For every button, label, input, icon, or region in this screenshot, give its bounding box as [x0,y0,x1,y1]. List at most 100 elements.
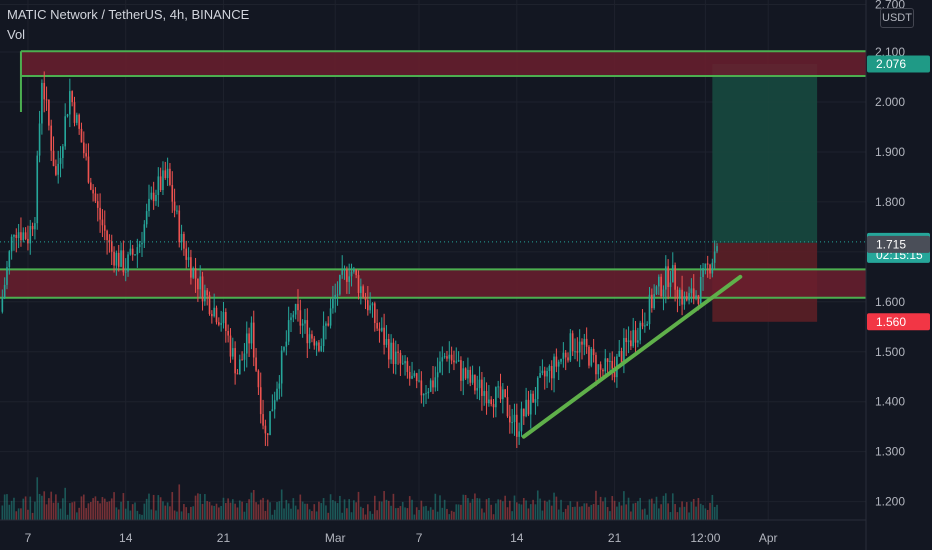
candle-body [236,373,239,375]
candle-body [255,357,257,371]
volume-bar [285,499,288,520]
volume-bar [392,493,395,520]
time-tick-label: 21 [608,531,622,545]
candle-body [581,341,583,345]
volume-indicator-label[interactable]: Vol [7,27,26,42]
candle-body [364,296,367,301]
volume-bar [674,504,676,520]
volume-bar [671,493,674,520]
candle-body [199,276,202,290]
candle-body [692,288,695,299]
volume-bar [190,506,192,520]
candle-body [411,375,413,379]
volume-bar [548,499,551,520]
candle-body [716,246,718,252]
volume-bar [129,510,132,520]
candle-body [150,192,153,199]
volume-bar [346,508,348,520]
volume-bar [57,502,60,520]
candle-body [208,295,211,314]
volume-bar [334,501,337,520]
candle-body [383,327,385,345]
candle-body [532,393,534,403]
candle-body [713,251,716,263]
candle-body [190,257,192,278]
volume-bar [1,505,4,520]
candle-body [362,286,364,297]
price-tag-label: 1.560 [876,315,906,329]
price-tag-level[interactable] [867,235,930,253]
volume-bar [574,506,576,520]
candle-body [120,250,122,267]
currency-label[interactable]: USDT [880,8,914,28]
price-tag-profit[interactable] [867,55,930,73]
candle-body [439,361,441,373]
candle-body [620,351,623,364]
volume-bar [529,504,532,520]
candle-body [176,210,178,212]
volume-bar [609,511,611,520]
volume-bar [24,496,27,520]
candle-body [299,310,302,326]
candle-body [357,275,360,293]
volume-bar [236,507,239,520]
candle-body [315,342,318,346]
symbol-title[interactable]: MATIC Network / TetherUS, 4h, BINANCE [7,7,250,22]
candle-body [664,266,667,290]
candle-body [353,269,355,272]
volume-bar [280,489,283,520]
volume-bar [436,511,439,520]
candle-body [488,399,490,404]
candle-body [218,322,220,325]
volume-bar [287,503,290,520]
candle-body [185,248,188,260]
candle-body [229,335,232,357]
price-axis[interactable] [866,0,932,550]
candle-body [483,391,486,396]
candle-body [320,346,323,351]
candle-body [548,365,551,371]
candle-body [630,340,632,347]
candle-body [234,348,236,374]
volume-bar [48,498,50,520]
volume-bar [201,503,204,520]
price-tag-label: 2.076 [876,57,906,71]
volume-bar [34,501,36,520]
candle-body [390,342,392,360]
candle-body [27,238,29,244]
price-tick-label: 1.200 [875,495,905,509]
volume-bar [266,499,269,520]
volume-bar [69,503,71,520]
candle-body [82,142,85,154]
volume-bar [499,499,502,520]
volume-bar [339,495,341,520]
trendline[interactable] [521,274,743,439]
candle-body [271,409,274,412]
volume-bar [518,503,520,520]
volume-bar [355,502,357,520]
volume-bar [78,507,80,520]
volume-bar [418,509,420,520]
price-tag-loss[interactable] [867,313,930,331]
candle-body [585,338,588,347]
candle-body [432,380,434,388]
volume-bar [716,504,718,520]
candle-body [448,354,451,359]
position-profit-area[interactable] [712,64,818,243]
volume-bar [220,505,222,520]
candle-body [697,295,700,304]
candle-body [562,352,565,359]
candle-body [418,380,420,382]
volume-bar [597,504,600,520]
volume-bar [611,496,614,520]
volume-bar [269,502,271,520]
volume-bar [164,505,167,520]
volume-bar [413,514,416,520]
candle-body [76,114,78,123]
candle-body [681,289,683,305]
volume-bar [29,496,32,520]
volume-bar [678,507,681,520]
volume-bar [131,504,134,520]
volume-bar [248,499,250,520]
